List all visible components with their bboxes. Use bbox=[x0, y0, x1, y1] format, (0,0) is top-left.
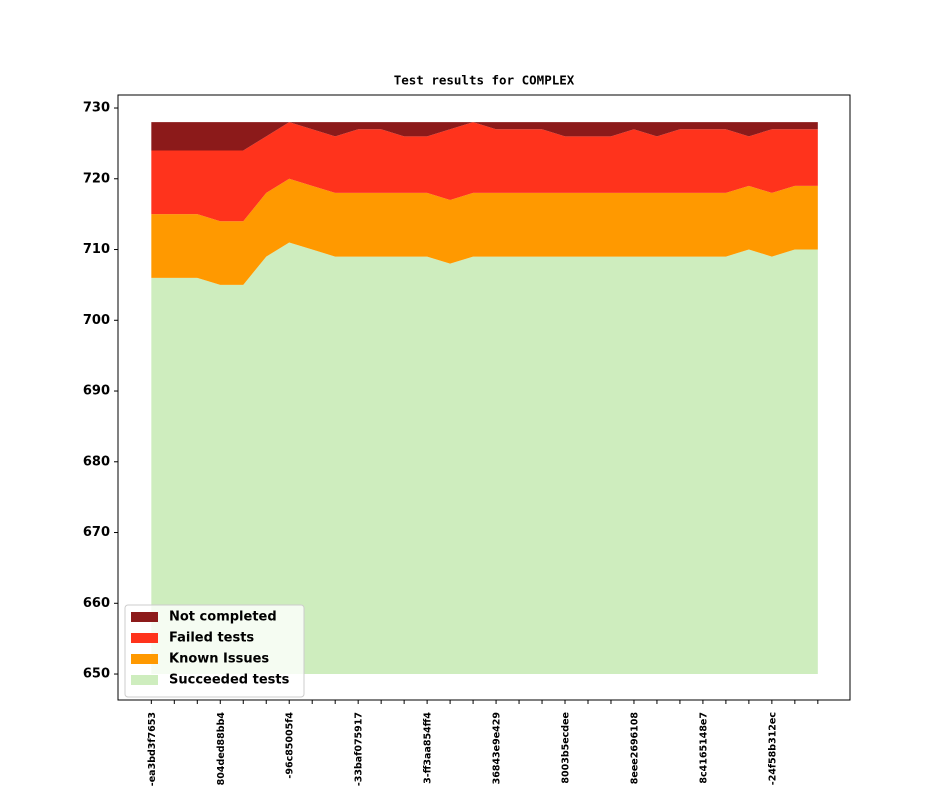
area bbox=[151, 242, 818, 675]
legend: Not completed Failed tests Known Issues Suc… bbox=[124, 604, 305, 698]
legend-label: Not completed bbox=[169, 610, 277, 625]
area bbox=[151, 178, 818, 285]
y-tick-label: 730 bbox=[83, 101, 110, 116]
x-tick-label: 36843e9e429 bbox=[492, 712, 503, 784]
x-tick-label: -33baf075917 bbox=[354, 712, 365, 786]
chart-title: Test results for COMPLEX bbox=[394, 73, 575, 88]
x-tick-label: 8c4165148e7 bbox=[698, 712, 709, 784]
x-tick-label: -ea3bd3f7653 bbox=[147, 712, 158, 786]
legend-label: Failed tests bbox=[169, 631, 254, 646]
x-tick-label: 8003b5ecdee bbox=[561, 712, 572, 784]
legend-swatch bbox=[131, 612, 158, 622]
area bbox=[151, 122, 818, 222]
x-tick-label: -96c85005f4 bbox=[285, 712, 296, 779]
legend-swatch bbox=[131, 633, 158, 643]
y-tick-label: 680 bbox=[83, 454, 110, 469]
area bbox=[151, 122, 818, 151]
y-tick-label: 670 bbox=[83, 525, 110, 540]
x-tick-label: 804ded88bb4 bbox=[216, 712, 227, 786]
y-tick-label: 700 bbox=[83, 313, 110, 328]
legend-swatch bbox=[131, 654, 158, 664]
y-tick-label: 690 bbox=[83, 384, 110, 399]
x-tick-label: 3-ff3aa854ff4 bbox=[423, 712, 434, 784]
x-tick-label: -24f58b312ec bbox=[767, 712, 778, 785]
legend-label: Succeeded tests bbox=[169, 673, 290, 688]
x-tick-label: 8eee2696108 bbox=[629, 712, 640, 785]
legend-swatch bbox=[131, 675, 158, 685]
legend-label: Known Issues bbox=[169, 652, 269, 667]
y-tick-label: 720 bbox=[83, 171, 110, 186]
y-tick-label: 710 bbox=[83, 242, 110, 257]
plot-frame bbox=[117, 94, 851, 701]
legend-frame bbox=[124, 604, 305, 698]
y-tick-label: 650 bbox=[83, 667, 110, 682]
y-tick-label: 660 bbox=[83, 596, 110, 611]
